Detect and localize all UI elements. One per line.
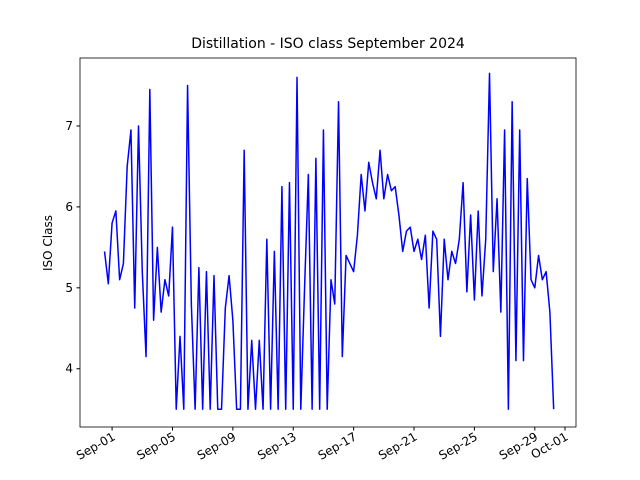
chart-title: Distillation - ISO class September 2024 bbox=[191, 36, 465, 52]
data-line bbox=[103, 72, 555, 410]
y-tick-label: 4 bbox=[65, 362, 73, 376]
y-tick-label: 6 bbox=[65, 200, 73, 214]
y-axis-label: ISO Class bbox=[41, 215, 55, 271]
y-tick-label: 5 bbox=[65, 281, 73, 295]
y-tick-label: 7 bbox=[65, 119, 73, 133]
plot-frame bbox=[79, 57, 577, 428]
